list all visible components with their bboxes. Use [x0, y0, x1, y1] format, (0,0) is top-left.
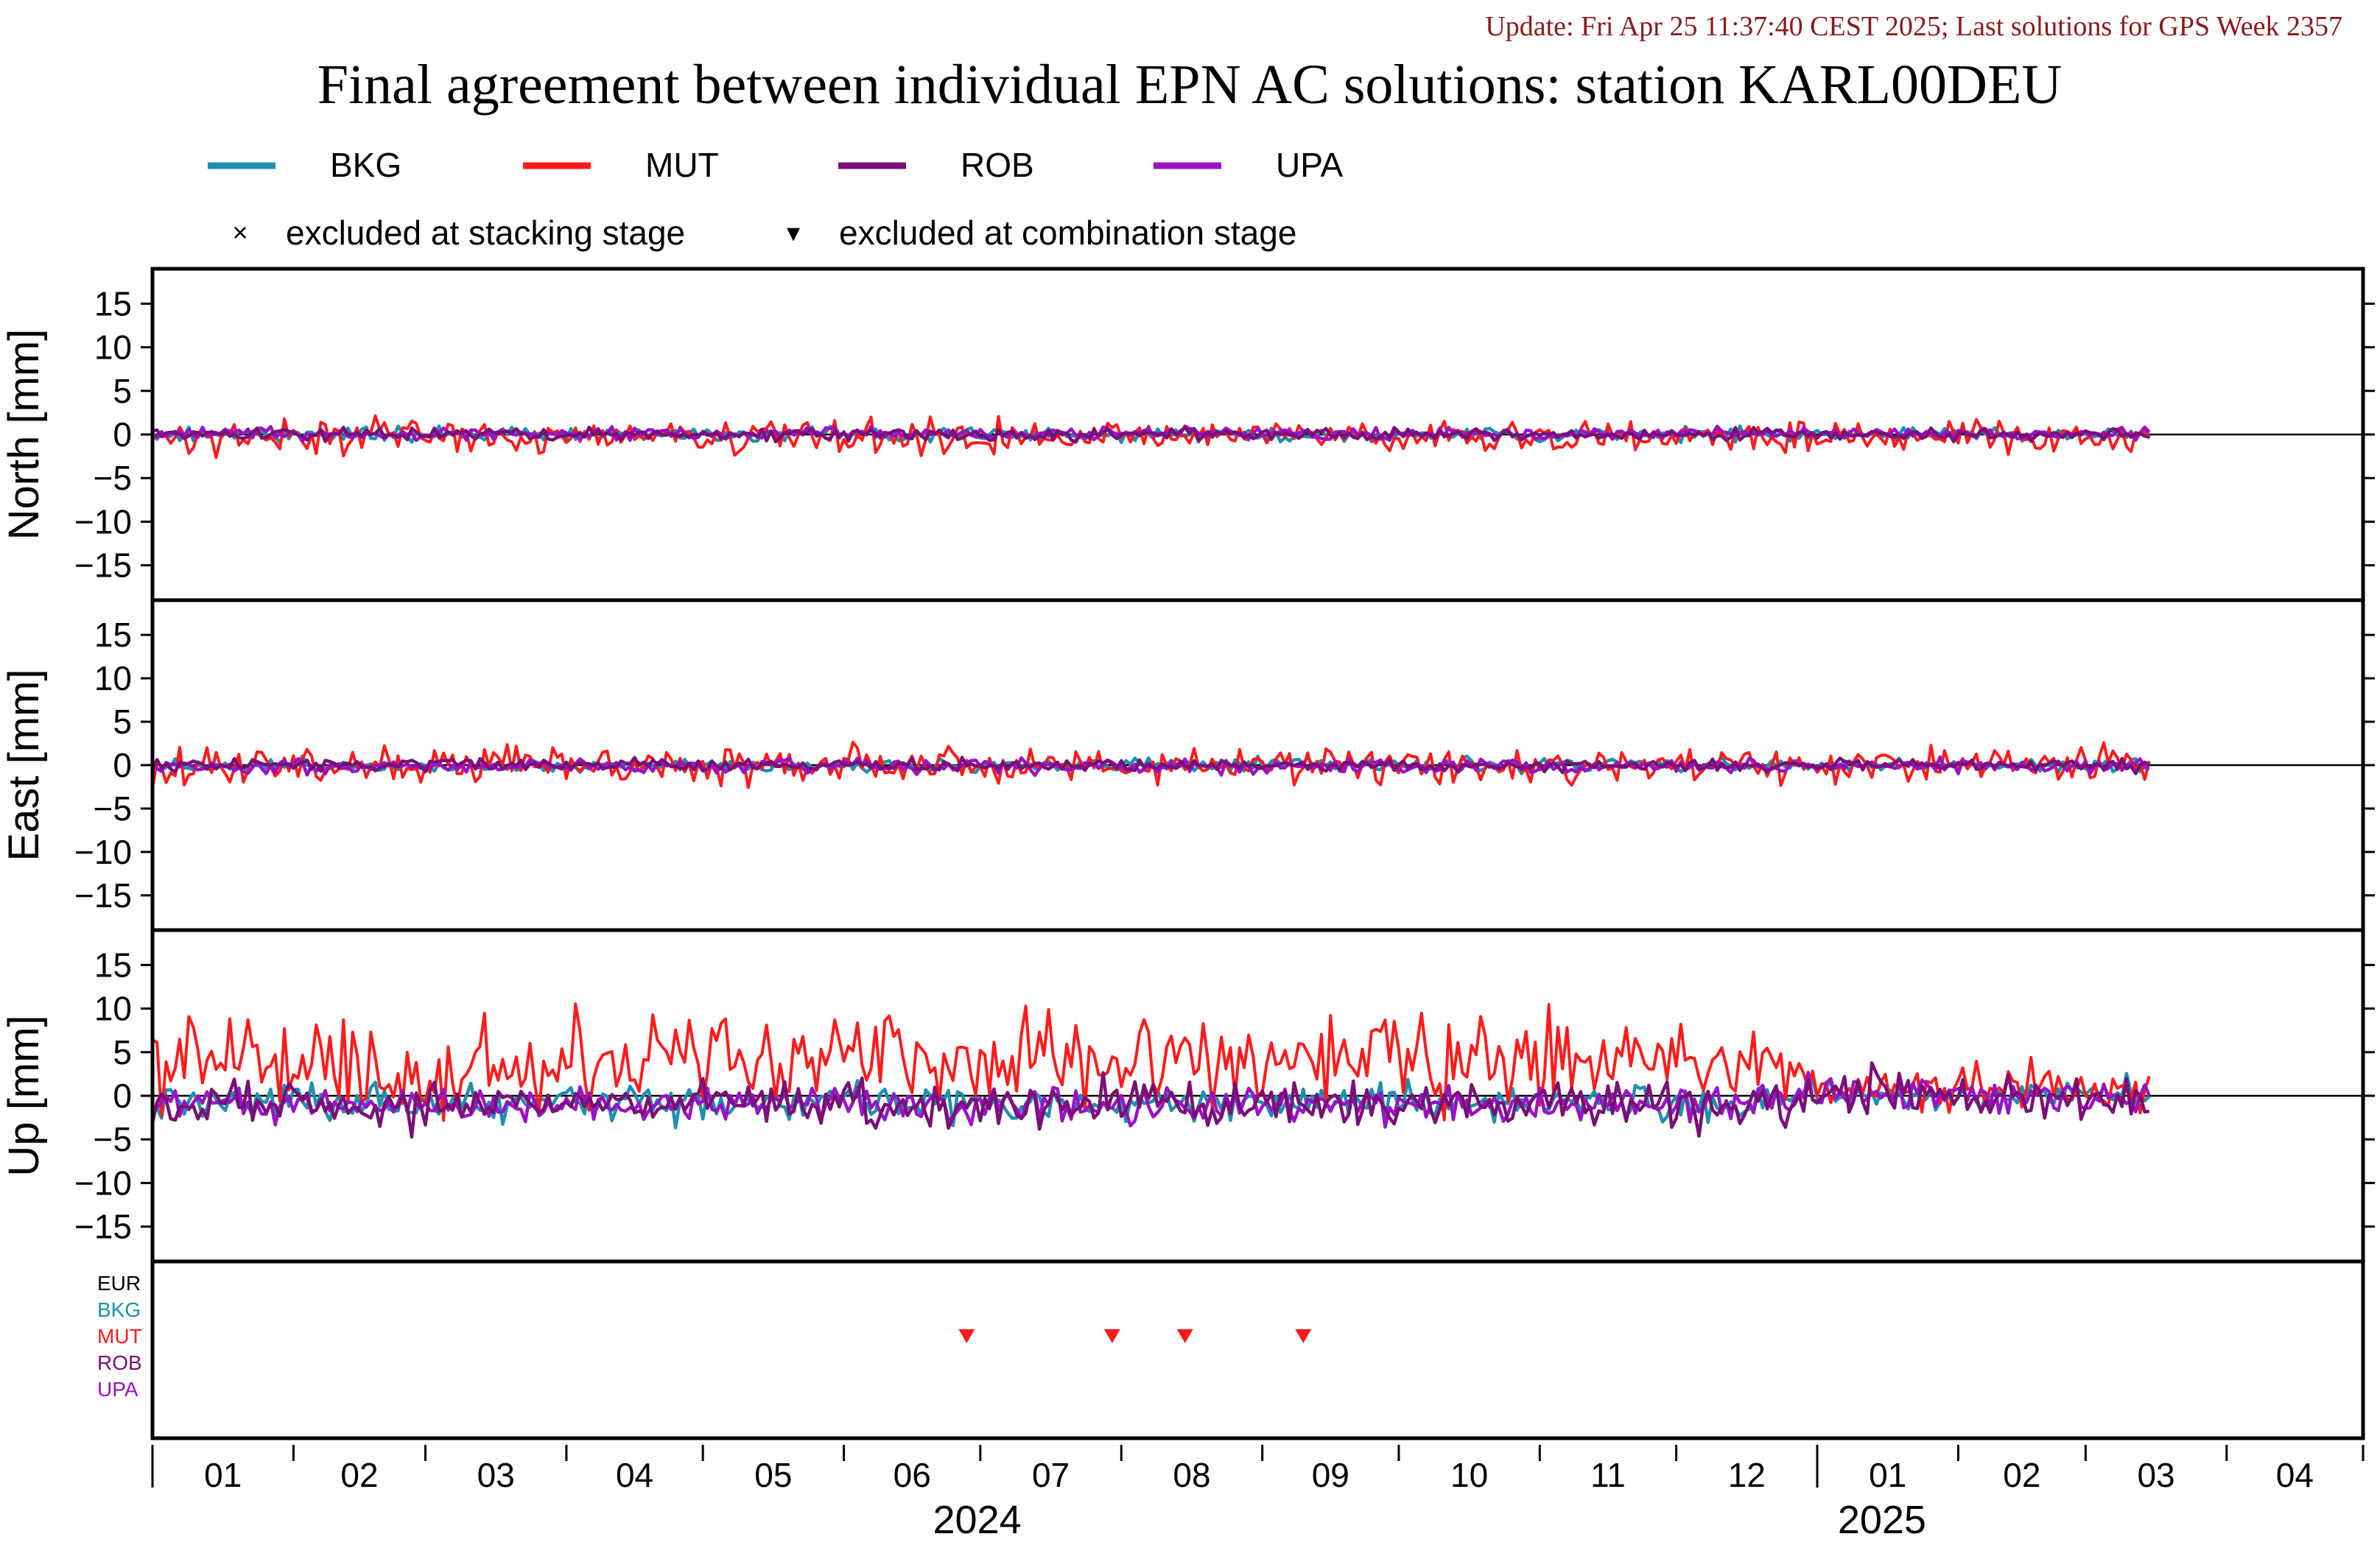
series-east-rob	[150, 756, 2151, 775]
panel-up: 15 10 5 0 −5 −10 −15 Up [mm]	[0, 928, 2375, 1264]
update-text: Update: Fri Apr 25 11:37:40 CEST 2025; L…	[1485, 11, 2342, 42]
xtick-label-4: 05	[754, 1456, 792, 1494]
exclusion-label-eur: EUR	[97, 1272, 141, 1295]
xtick-label-7: 08	[1173, 1456, 1210, 1494]
panel-north: 15 10 5 0 −5 −10 −15 North [mm]	[0, 267, 2375, 602]
xtick-label-6: 07	[1032, 1456, 1070, 1494]
xtick-label-1: 02	[340, 1456, 378, 1494]
exclusion-label-mut: MUT	[97, 1325, 142, 1348]
ytick-label-up-4: −5	[94, 1120, 132, 1158]
xtick-label-13: 02	[2003, 1456, 2040, 1494]
exclusion-marker-3	[1295, 1329, 1312, 1343]
exclusion-marker-1	[1103, 1329, 1120, 1343]
xtick-label-11: 12	[1728, 1456, 1766, 1494]
ytick-label-north-2: 5	[113, 372, 132, 410]
exclusion-marker-2	[1176, 1329, 1193, 1343]
legend-label-rob: ROB	[961, 146, 1034, 184]
legend-label-bkg: BKG	[330, 146, 401, 184]
ytick-label-north-3: 0	[113, 415, 132, 454]
year-label-2024: 2024	[933, 1498, 1021, 1542]
panel-exclusions: EUR BKG MUT ROB UPA	[97, 1259, 2365, 1440]
ytick-label-north-4: −5	[94, 459, 132, 497]
ylabel-east: East [mm]	[0, 669, 48, 861]
ytick-label-north-0: 15	[94, 284, 132, 323]
legend-marker-symbol-1: ▾	[787, 217, 800, 247]
legend-marker-label-0: excluded at stacking stage	[286, 214, 685, 252]
series-up-rob	[150, 1061, 2150, 1139]
panel-east: 15 10 5 0 −5 −10 −15 East [mm]	[0, 598, 2375, 932]
xtick-label-15: 04	[2276, 1456, 2314, 1494]
ytick-label-up-5: −10	[74, 1164, 132, 1202]
x-axis: 01 02 03 04 05 06 07 08 09 10 11 12 01 02 03 04 2024 2025	[151, 1445, 2365, 1542]
legend-label-upa: UPA	[1276, 146, 1343, 184]
year-label-2025: 2025	[1838, 1498, 1926, 1542]
ytick-label-north-1: 10	[94, 328, 132, 367]
xtick-label-9: 10	[1450, 1456, 1488, 1494]
ytick-label-east-2: 5	[113, 703, 132, 741]
exclusion-label-bkg: BKG	[97, 1298, 141, 1321]
xtick-label-2: 03	[477, 1456, 515, 1494]
xtick-label-14: 03	[2137, 1456, 2174, 1494]
ytick-label-up-6: −15	[74, 1208, 132, 1246]
ytick-label-east-0: 15	[94, 616, 132, 654]
ytick-label-up-2: 5	[113, 1033, 132, 1071]
legend: BKG MUT ROB UPA × excluded at stacking stage ▾…	[208, 146, 1343, 252]
xtick-label-5: 06	[894, 1456, 931, 1494]
legend-marker-symbol-0: ×	[232, 217, 248, 247]
series-north-rob	[152, 426, 2150, 444]
ytick-label-east-1: 10	[94, 659, 132, 697]
ytick-label-north-5: −10	[74, 502, 132, 541]
legend-label-mut: MUT	[645, 146, 719, 184]
ylabel-up: Up [mm]	[0, 1015, 48, 1176]
chart-panels: 15 10 5 0 −5 −10 −15 North [mm] 15 10 5 0 −5 −10 −15 Ea…	[0, 267, 2375, 1440]
exclusion-label-rob: ROB	[97, 1351, 142, 1374]
panel-frame-exclusions	[150, 1259, 2365, 1440]
ytick-label-up-0: 15	[94, 946, 132, 984]
ytick-label-north-6: −15	[74, 546, 132, 585]
exclusion-label-upa: UPA	[97, 1378, 138, 1401]
ytick-label-east-4: −5	[94, 789, 132, 828]
ytick-label-up-3: 0	[113, 1077, 132, 1115]
xtick-label-12: 01	[1869, 1456, 1906, 1494]
exclusion-marker-0	[958, 1329, 975, 1343]
xtick-label-8: 09	[1312, 1456, 1349, 1494]
ytick-label-east-5: −10	[74, 833, 132, 871]
ytick-label-east-6: −15	[74, 876, 132, 915]
series-up-mut	[151, 1002, 2151, 1122]
xtick-label-0: 01	[204, 1456, 242, 1494]
ylabel-north: North [mm]	[0, 329, 48, 541]
xtick-label-3: 04	[616, 1456, 653, 1494]
xtick-label-10: 11	[1590, 1456, 1626, 1494]
ytick-label-east-3: 0	[113, 746, 132, 784]
legend-marker-label-1: excluded at combination stage	[839, 214, 1296, 252]
ytick-label-up-1: 10	[94, 990, 132, 1028]
chart-title: Final agreement between individual EPN A…	[317, 54, 2062, 116]
